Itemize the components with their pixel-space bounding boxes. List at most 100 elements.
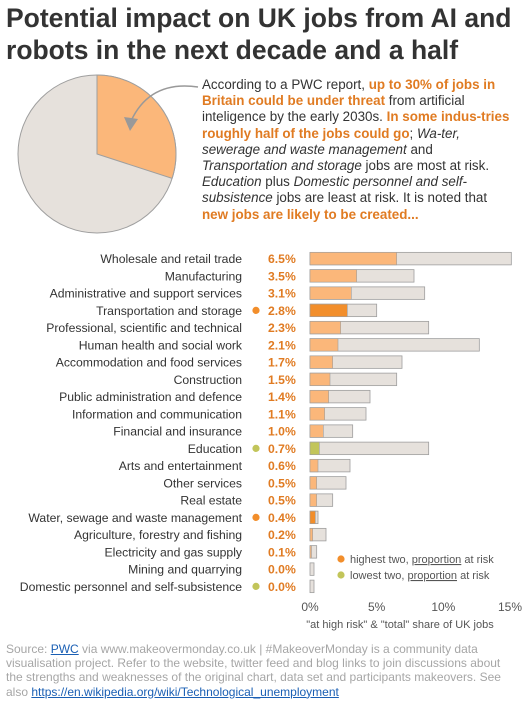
x-axis-label: "at high risk" & "total" share of UK job… — [306, 619, 494, 631]
at-risk-bar — [309, 252, 397, 266]
value-label: 6.5% — [268, 252, 296, 266]
intro-text: plus — [261, 174, 294, 190]
at-risk-bar — [309, 528, 313, 542]
at-risk-bar — [309, 510, 316, 524]
category-label: Real estate — [180, 494, 242, 508]
at-risk-bar — [309, 493, 317, 507]
category-label: Electricity and gas supply — [104, 545, 242, 559]
at-risk-bar — [309, 459, 319, 473]
total-bar — [309, 441, 430, 456]
value-label: 2.1% — [268, 338, 296, 352]
pie-arrow-head — [124, 117, 138, 131]
x-tick-label: 10% — [431, 600, 455, 614]
value-label: 0.0% — [268, 563, 296, 577]
pie-arrow — [130, 85, 199, 122]
at-risk-bar — [309, 303, 348, 317]
category-label: Mining and quarrying — [128, 563, 242, 577]
value-label: 3.1% — [268, 287, 296, 301]
at-risk-bar — [309, 545, 312, 559]
intro-text: and — [406, 141, 433, 157]
category-label: Professional, scientific and technical — [46, 321, 242, 335]
category-label: Water, sewage and waste management — [28, 511, 242, 525]
source-text: via www.makeovermonday.co.uk | #Makeover… — [6, 642, 501, 699]
source-link-pwc[interactable]: PWC — [50, 642, 79, 656]
value-label: 1.7% — [268, 356, 296, 370]
bar-chart: Wholesale and retail trade 6.5% Manufactur… — [20, 251, 522, 631]
at-risk-bar — [309, 372, 331, 386]
value-label: 0.2% — [268, 528, 296, 542]
legend-lowest-marker — [337, 571, 345, 579]
category-label: Accommodation and food services — [56, 356, 242, 370]
intro-text: According to a PWC report, — [202, 77, 369, 92]
value-label: 0.1% — [268, 545, 296, 559]
category-label: Public administration and defence — [59, 390, 242, 404]
category-label: Agriculture, forestry and fishing — [74, 528, 242, 542]
value-label: 0.4% — [268, 511, 296, 525]
value-label: 0.5% — [268, 476, 296, 490]
x-tick-label: 15% — [498, 600, 522, 614]
value-label: 3.5% — [268, 269, 296, 283]
lowest-marker — [252, 582, 260, 590]
value-label: 0.7% — [268, 442, 296, 456]
source-note: Source: PWC via www.makeovermonday.co.uk… — [6, 642, 518, 699]
category-label: Administrative and support services — [50, 287, 242, 301]
total-bar — [309, 562, 315, 576]
value-label: 1.0% — [268, 425, 296, 439]
x-tick-label: 5% — [368, 600, 386, 614]
source-text: Source: — [6, 642, 51, 656]
value-label: 1.1% — [268, 407, 296, 421]
category-label: Wholesale and retail trade — [100, 252, 242, 266]
category-label: Construction — [174, 373, 242, 387]
intro-paragraph: According to a PWC report, up to 30% of … — [202, 77, 514, 223]
category-label: Financial and insurance — [113, 425, 242, 439]
at-risk-bar — [309, 476, 317, 490]
category-label: Education — [188, 442, 242, 456]
intro-italic: Wa-ter, sewerage and waste management — [202, 125, 460, 157]
x-tick-label: 0% — [301, 600, 319, 614]
at-risk-bar — [309, 338, 339, 352]
category-label: Other services — [163, 476, 242, 490]
intro-text: jobs are most at risk. — [361, 158, 490, 174]
intro-highlight: up to 30% of jobs in Britain could be un… — [202, 77, 496, 109]
at-risk-bar — [309, 321, 341, 335]
category-label: Arts and entertainment — [119, 459, 243, 473]
source-link-wikipedia[interactable]: https://en.wikipedia.org/wiki/Technologi… — [31, 684, 339, 699]
at-risk-bar — [309, 286, 352, 300]
value-label: 2.3% — [268, 321, 296, 335]
value-label: 1.4% — [268, 390, 296, 404]
legend-highest-marker — [337, 555, 345, 563]
at-risk-bar — [309, 390, 329, 404]
legend-highest-label: highest two, proportion at risk — [350, 554, 494, 566]
pie-at-risk-slice — [96, 74, 177, 180]
page-title: Potential impact on UK jobs from AI and … — [6, 3, 512, 65]
at-risk-bar — [309, 441, 320, 455]
category-label: Information and communication — [72, 407, 242, 421]
at-risk-bar — [309, 424, 324, 438]
category-label: Manufacturing — [165, 269, 242, 283]
at-risk-bar — [309, 407, 325, 421]
legend-lowest-label: lowest two, proportion at risk — [350, 570, 490, 582]
intro-highlight: In some indus-tries roughly half of the … — [202, 109, 510, 141]
pie-chart — [17, 74, 199, 234]
at-risk-bar — [309, 355, 333, 369]
value-label: 0.0% — [268, 580, 296, 594]
highest-marker — [252, 513, 260, 521]
intro-italic: Domestic personnel and self-subsistence — [202, 174, 467, 206]
highest-marker — [252, 306, 260, 314]
value-label: 1.5% — [268, 373, 296, 387]
at-risk-bar — [309, 269, 357, 283]
category-label: Transportation and storage — [96, 304, 242, 318]
value-label: 0.5% — [268, 494, 296, 508]
total-bar — [309, 579, 315, 594]
category-label: Domestic personnel and self-subsistence — [20, 580, 242, 594]
intro-text: jobs are least at risk. It is noted that — [272, 190, 488, 206]
lowest-marker — [252, 444, 260, 452]
value-label: 0.6% — [268, 459, 296, 473]
category-label: Human health and social work — [79, 338, 243, 352]
intro-text: ; — [409, 125, 417, 141]
intro-italic: Transportation and storage — [202, 158, 362, 174]
intro-highlight: new jobs are likely to be created... — [202, 206, 419, 222]
intro-italic: Education — [202, 174, 262, 190]
intro-text: from artificial inteligence by the early… — [202, 93, 465, 125]
value-label: 2.8% — [268, 304, 296, 318]
